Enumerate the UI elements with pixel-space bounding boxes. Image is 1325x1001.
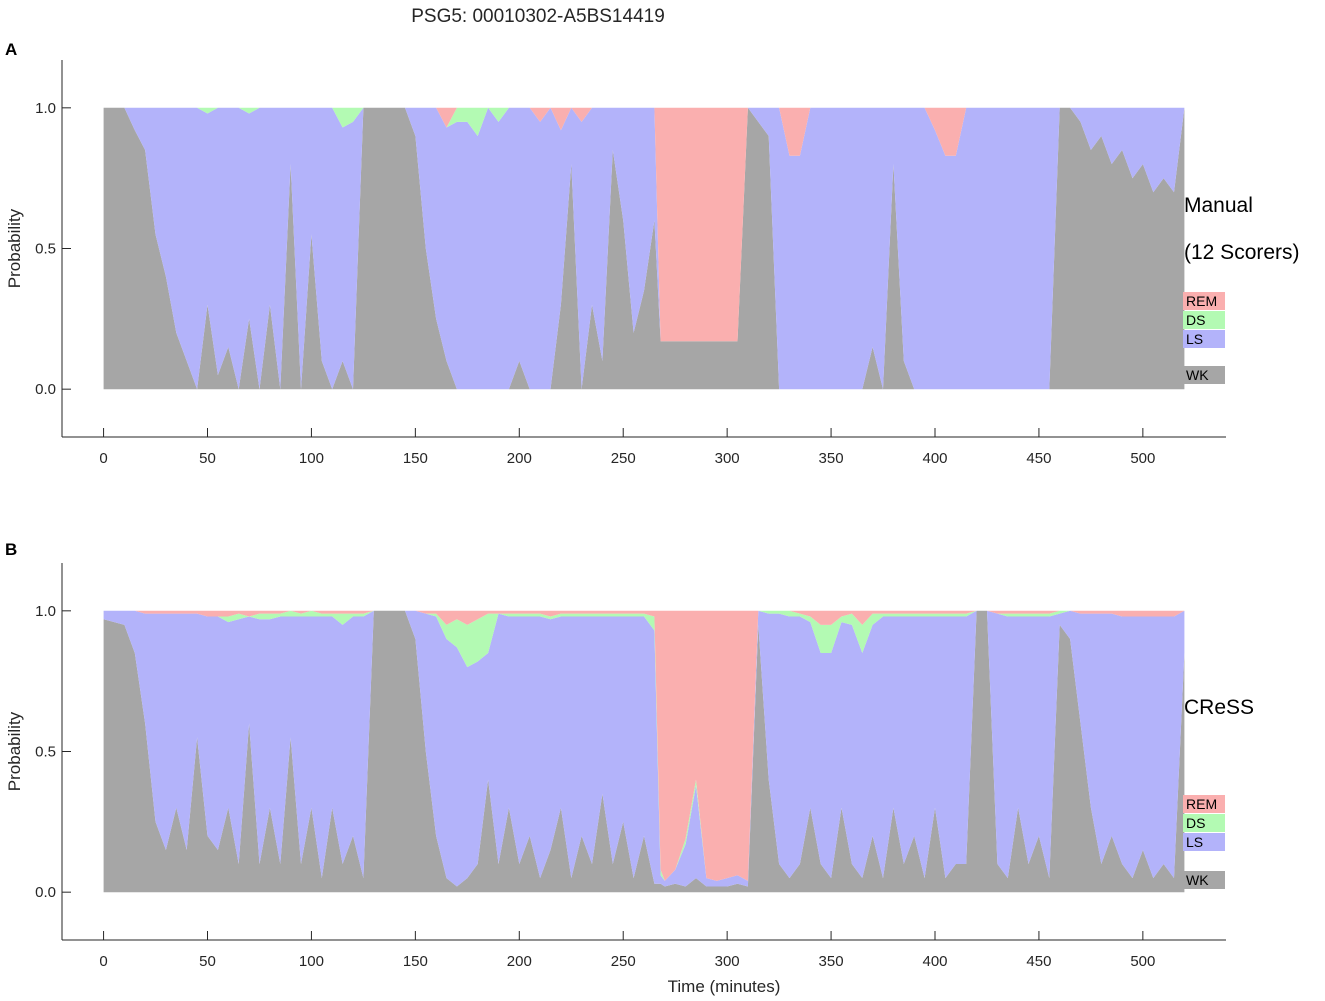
y-tick-label: 0.0 xyxy=(35,381,56,398)
legend-swatch-rem xyxy=(1183,292,1225,310)
x-tick-label: 250 xyxy=(611,450,636,467)
legend-label-rem: REM xyxy=(1186,796,1217,812)
legend: REM DS LS WK xyxy=(1183,292,1225,384)
legend-label-ds: DS xyxy=(1186,312,1205,328)
x-tick-label: 500 xyxy=(1130,953,1155,970)
x-tick-label: 50 xyxy=(199,450,216,467)
x-tick-label: 300 xyxy=(715,450,740,467)
stacked-areas xyxy=(103,610,1185,893)
stacked-areas xyxy=(103,107,1185,390)
area-series-ls xyxy=(103,107,1185,390)
panel-b: B 0 50 100 150 200 250 300 350 400 450 500 0.0 0.5 1.0… xyxy=(5,540,1254,996)
x-tick-label: 400 xyxy=(922,450,947,467)
x-tick-label: 100 xyxy=(299,450,324,467)
legend-label-wk: WK xyxy=(1186,872,1209,888)
y-tick-label: 0.5 xyxy=(35,241,56,258)
legend-label-wk: WK xyxy=(1186,367,1209,383)
y-axis-title: Probability xyxy=(5,208,24,288)
y-tick-label: 0.5 xyxy=(35,744,56,761)
side-label: CReSS xyxy=(1184,696,1254,719)
side-label: (12 Scorers) xyxy=(1184,241,1300,264)
legend-label-ls: LS xyxy=(1186,834,1203,850)
x-tick-label: 450 xyxy=(1026,450,1051,467)
y-axis-title: Probability xyxy=(5,711,24,791)
x-tick-label: 150 xyxy=(403,450,428,467)
area-series-ls xyxy=(103,610,1185,887)
side-label: Manual xyxy=(1184,194,1253,217)
legend-label-rem: REM xyxy=(1186,293,1217,309)
x-axis-title: Time (minutes) xyxy=(668,977,781,996)
legend-swatch-ls xyxy=(1183,833,1225,851)
x-tick-label: 0 xyxy=(99,953,107,970)
x-tick-label: 500 xyxy=(1130,450,1155,467)
x-tick-label: 200 xyxy=(507,953,532,970)
x-tick-label: 350 xyxy=(819,450,844,467)
x-tick-label: 50 xyxy=(199,953,216,970)
panel-letter: A xyxy=(5,40,17,59)
legend-swatch-ls xyxy=(1183,330,1225,348)
figure-title: PSG5: 00010302-A5BS14419 xyxy=(411,6,665,27)
panel-a: A 0 50 100 150 200 250 300 350 400 450 500 0.0 0.5 1.0… xyxy=(5,40,1300,467)
area-series-wk xyxy=(103,107,1185,390)
legend-label-ls: LS xyxy=(1186,331,1203,347)
legend-swatch-ds xyxy=(1183,311,1225,329)
area-series-wk xyxy=(103,610,1185,893)
legend-swatch-ds xyxy=(1183,814,1225,832)
x-tick-label: 400 xyxy=(922,953,947,970)
legend-label-ds: DS xyxy=(1186,815,1205,831)
legend-swatch-wk xyxy=(1183,366,1225,384)
y-tick-label: 1.0 xyxy=(35,100,56,117)
x-tick-label: 350 xyxy=(819,953,844,970)
x-tick-label: 150 xyxy=(403,953,428,970)
y-tick-label: 0.0 xyxy=(35,884,56,901)
x-tick-label: 0 xyxy=(99,450,107,467)
legend: REM DS LS WK xyxy=(1183,795,1225,889)
x-tick-label: 300 xyxy=(715,953,740,970)
x-tick-label: 200 xyxy=(507,450,532,467)
panel-letter: B xyxy=(5,540,17,559)
x-tick-label: 100 xyxy=(299,953,324,970)
legend-swatch-rem xyxy=(1183,795,1225,813)
x-tick-label: 250 xyxy=(611,953,636,970)
y-tick-label: 1.0 xyxy=(35,603,56,620)
x-tick-label: 450 xyxy=(1026,953,1051,970)
legend-swatch-wk xyxy=(1183,871,1225,889)
